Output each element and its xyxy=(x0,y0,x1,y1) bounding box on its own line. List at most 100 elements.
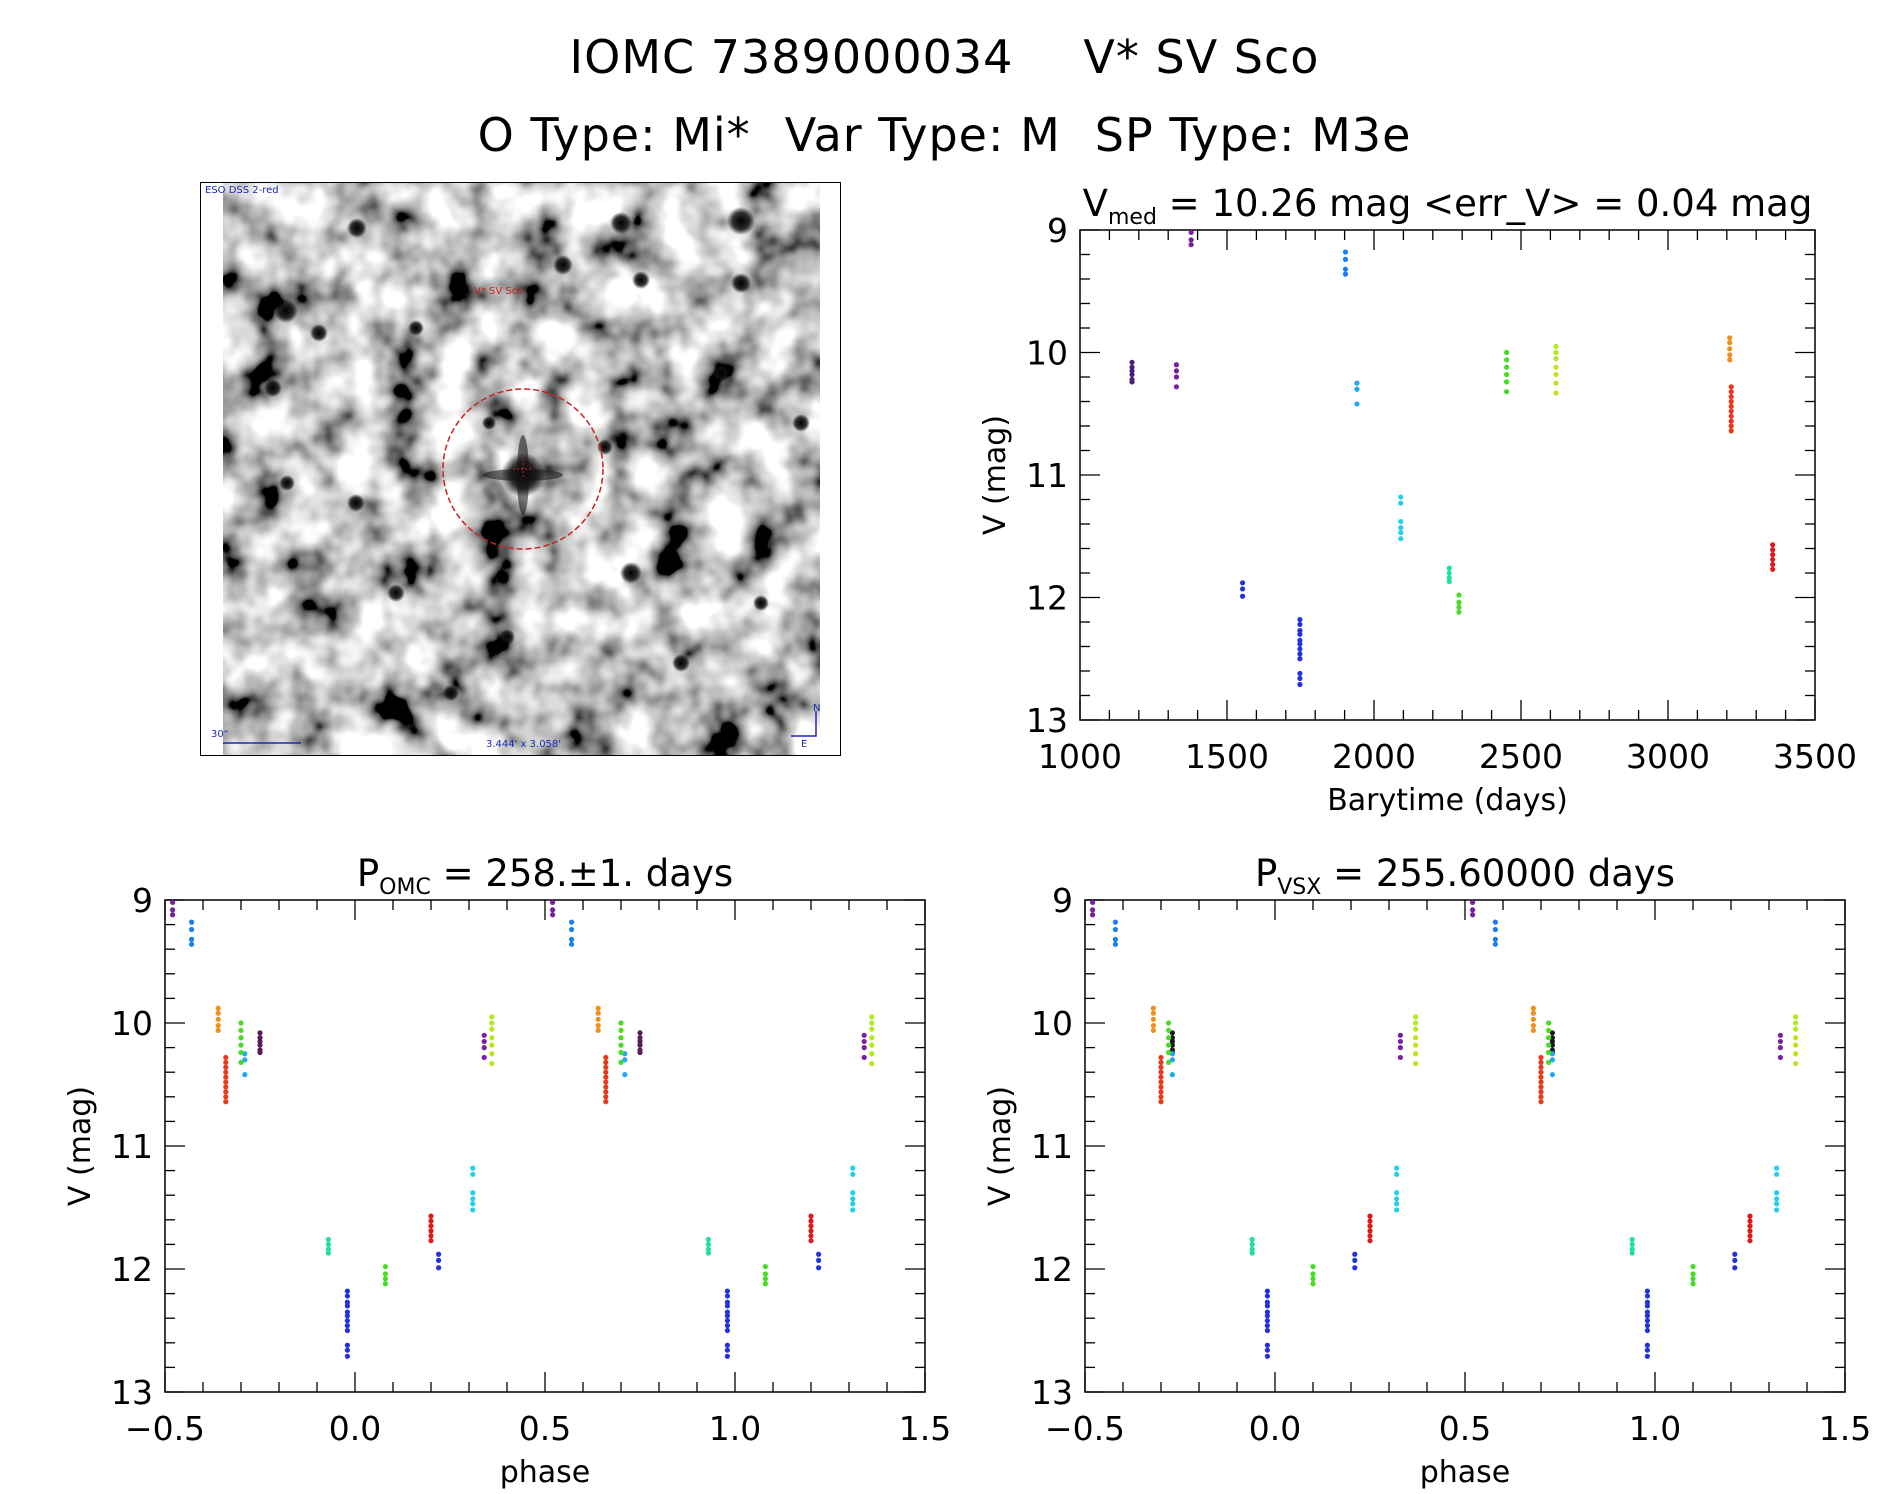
data-point-epoch6 xyxy=(1342,266,1349,272)
data-point-epoch3 xyxy=(1470,899,1476,906)
data-point-epoch14 xyxy=(223,1074,229,1080)
data-point-epoch12 xyxy=(1553,380,1559,386)
data-point-epoch5 xyxy=(724,1288,731,1294)
star xyxy=(753,595,769,611)
data-point-epoch12 xyxy=(1413,1060,1419,1067)
data-point-epoch15 xyxy=(1747,1228,1753,1234)
data-point-epoch5 xyxy=(1264,1327,1270,1334)
data-point-epoch5 xyxy=(724,1303,731,1309)
data-point-epoch3 xyxy=(550,912,556,918)
data-point-epoch12 xyxy=(1413,1042,1419,1048)
data-point-epoch5 xyxy=(1297,675,1303,681)
data-point-epoch2 xyxy=(1173,374,1180,380)
data-point-epoch11 xyxy=(1166,1049,1172,1056)
data-point-epoch3 xyxy=(1470,907,1476,913)
data-point-epoch9 xyxy=(1629,1241,1635,1247)
plot-title: POMC = 258.±1. days xyxy=(357,852,733,900)
data-points xyxy=(1129,229,1776,688)
data-point-epoch12 xyxy=(869,1060,875,1067)
data-point-epoch1 xyxy=(257,1030,263,1036)
data-point-epoch2 xyxy=(1173,362,1180,368)
y-axis-label: V (mag) xyxy=(63,1086,98,1206)
data-point-epoch13 xyxy=(595,1010,601,1016)
x-axis-label: phase xyxy=(500,1455,591,1490)
data-point-epoch10 xyxy=(1456,592,1462,598)
data-point-epoch13 xyxy=(1530,1027,1536,1033)
data-point-epoch3 xyxy=(170,907,176,913)
data-point-epoch5 xyxy=(344,1303,350,1309)
data-point-epoch8 xyxy=(850,1196,856,1202)
x-tick-label: 2000 xyxy=(1332,737,1416,776)
data-point-epoch5 xyxy=(724,1299,731,1305)
data-point-epoch1 xyxy=(257,1049,263,1056)
data-point-epoch2 xyxy=(1777,1038,1783,1045)
data-point-epoch14 xyxy=(1158,1054,1164,1061)
data-point-epoch14 xyxy=(603,1064,609,1070)
data-point-epoch10 xyxy=(1310,1281,1316,1287)
data-point-epoch9 xyxy=(705,1236,712,1243)
data-point-epoch5 xyxy=(724,1342,731,1348)
x-tick-label: −0.5 xyxy=(1045,1409,1125,1448)
data-point-epoch11 xyxy=(238,1049,244,1056)
data-point-epoch15 xyxy=(428,1213,434,1219)
data-point-epoch14 xyxy=(1538,1054,1544,1061)
x-axis-label: phase xyxy=(1420,1455,1511,1490)
data-point-epoch4 xyxy=(816,1265,822,1271)
data-point-epoch11 xyxy=(618,1020,624,1026)
data-point-epoch15 xyxy=(428,1218,434,1224)
data-point-epoch14 xyxy=(223,1094,229,1100)
data-point-epoch5 xyxy=(1644,1303,1650,1309)
data-point-epoch1 xyxy=(637,1042,643,1048)
data-point-epoch10 xyxy=(762,1276,769,1282)
scale-label: 30" xyxy=(211,729,229,740)
data-point-epoch6 xyxy=(1112,919,1118,925)
data-point-epoch12 xyxy=(489,1035,495,1041)
data-point-epoch13 xyxy=(1150,1022,1156,1029)
star xyxy=(264,379,282,397)
data-point-epoch5 xyxy=(1264,1322,1270,1329)
x-tick-label: 3500 xyxy=(1773,737,1857,776)
x-tick-label: 3000 xyxy=(1626,737,1710,776)
data-point-epoch8 xyxy=(1398,500,1404,506)
data-point-epoch15 xyxy=(1747,1213,1753,1219)
data-point-epoch12 xyxy=(1793,1060,1799,1067)
data-point-epoch6 xyxy=(569,941,575,947)
data-point-epoch2 xyxy=(861,1045,867,1051)
data-point-epoch8 xyxy=(1398,529,1404,536)
data-point-epoch14 xyxy=(603,1054,609,1061)
data-point-epoch15 xyxy=(428,1223,434,1229)
data-point-epoch8 xyxy=(1394,1165,1400,1171)
data-point-epoch5 xyxy=(1644,1309,1650,1315)
data-point-epoch11 xyxy=(1546,1020,1552,1026)
data-point-epoch8 xyxy=(850,1190,856,1196)
data-point-epoch9 xyxy=(1629,1250,1635,1256)
data-point-epoch13 xyxy=(215,1027,221,1033)
data-point-epoch14 xyxy=(1538,1059,1544,1065)
plot-title-main: P xyxy=(357,852,379,895)
data-point-epoch14 xyxy=(1728,398,1734,405)
data-point-epoch2 xyxy=(481,1054,487,1061)
plot-frame xyxy=(1084,899,1846,1393)
data-point-epoch11 xyxy=(1546,1027,1552,1033)
data-point-epoch5 xyxy=(344,1353,350,1359)
data-point-epoch6 xyxy=(569,936,575,942)
data-point-epoch12 xyxy=(1553,349,1559,356)
sky-image-stamp: ESO DSS 2-red V* SV Sco 30" 3.444' x 3.0… xyxy=(200,182,841,756)
x-tick-label: −0.5 xyxy=(125,1409,205,1448)
north-label: N xyxy=(813,703,821,714)
data-point-epoch5 xyxy=(344,1313,350,1319)
data-point-epoch8 xyxy=(470,1190,476,1196)
data-point-epoch1 xyxy=(1129,379,1135,385)
data-point-epoch11 xyxy=(238,1042,244,1048)
plot-title-rest: = 258.±1. days xyxy=(431,852,733,895)
data-point-epoch13 xyxy=(1150,1016,1156,1022)
data-point-epoch8 xyxy=(470,1165,476,1171)
data-point-epoch5 xyxy=(1297,641,1303,647)
data-point-epoch14 xyxy=(1158,1099,1164,1105)
star xyxy=(279,475,295,491)
data-point-epoch14 xyxy=(1728,394,1734,400)
data-point-epoch12 xyxy=(1413,1020,1419,1026)
data-point-epoch15 xyxy=(1747,1223,1753,1229)
data-point-epoch15 xyxy=(428,1233,434,1239)
data-point-epoch13 xyxy=(1727,340,1733,346)
